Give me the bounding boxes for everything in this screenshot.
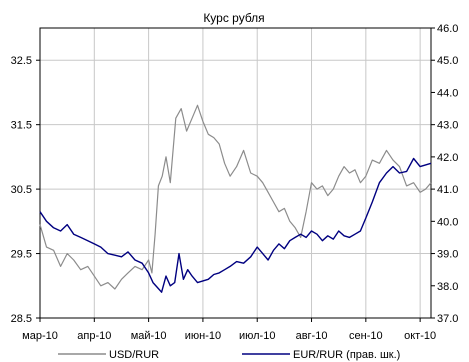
x-tick-label: сен-10 [349,330,383,342]
right-tick-label: 41.0 [437,184,458,196]
left-tick-label: 32.5 [11,55,32,67]
x-tick-label: авг-10 [296,330,328,342]
plot-area-frame [39,27,432,319]
left-tick-label: 31.5 [11,120,32,132]
left-axis: 28.5 29.5 30.5 31.5 32.5 [11,55,40,325]
right-tick-label: 42.0 [437,152,458,164]
legend-label-usd: USD/RUR [109,349,159,361]
x-tick-label: апр-10 [77,330,111,342]
left-tick-label: 29.5 [11,249,32,261]
right-tick-label: 39.0 [437,249,458,261]
x-tick-label: июл-10 [239,330,275,342]
right-tick-label: 45.0 [437,55,458,67]
right-axis: 37.0 38.0 39.0 40.0 41.0 42.0 43.0 44.0 45.0 46.0 [431,23,458,325]
gridlines [40,28,431,318]
right-tick-label: 43.0 [437,120,458,132]
chart-title: Курс рубля [203,11,264,25]
x-tick-label: июн-10 [185,330,221,342]
series-lines [39,104,432,293]
x-axis: мар-10 апр-10 май-10 июн-10 июл-10 авг-10 сен-… [22,318,436,342]
x-tick-label: мар-10 [22,330,58,342]
right-tick-label: 40.0 [437,216,458,228]
right-tick-label: 46.0 [437,23,458,35]
x-tick-label: май-10 [131,330,167,342]
right-tick-label: 44.0 [437,87,458,99]
legend-label-eur: EUR/RUR (прав. шк.) [293,349,400,361]
x-tick-label: окт-10 [404,330,436,342]
right-tick-label: 37.0 [437,313,458,325]
left-tick-label: 28.5 [11,313,32,325]
right-tick-label: 38.0 [437,281,458,293]
series-line-eur [39,157,432,293]
series-line-usd [39,104,432,290]
left-tick-label: 30.5 [11,184,32,196]
legend: USD/RUR EUR/RUR (прав. шк.) [58,349,400,361]
